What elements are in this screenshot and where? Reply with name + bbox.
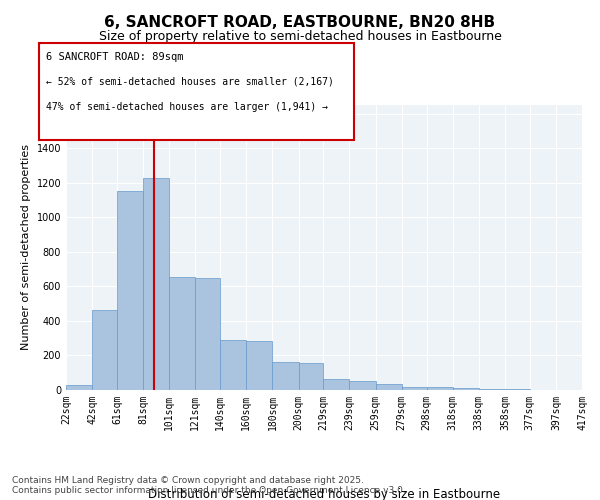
Bar [427,388,452,390]
Text: ← 52% of semi-detached houses are smaller (2,167): ← 52% of semi-detached houses are smalle… [46,76,334,86]
Bar [169,277,196,390]
Bar [402,386,427,390]
Bar [92,310,117,390]
Text: 47% of semi-detached houses are larger (1,941) →: 47% of semi-detached houses are larger (… [46,102,328,112]
X-axis label: Distribution of semi-detached houses by size in Eastbourne: Distribution of semi-detached houses by … [148,488,500,500]
Bar [479,389,505,390]
Bar [272,362,299,390]
Text: 6 SANCROFT ROAD: 89sqm: 6 SANCROFT ROAD: 89sqm [46,52,184,62]
Bar [196,278,220,390]
Text: Size of property relative to semi-detached houses in Eastbourne: Size of property relative to semi-detach… [98,30,502,43]
Text: 6, SANCROFT ROAD, EASTBOURNE, BN20 8HB: 6, SANCROFT ROAD, EASTBOURNE, BN20 8HB [104,15,496,30]
Bar [349,380,376,390]
Bar [220,340,246,390]
Bar [323,379,349,390]
Y-axis label: Number of semi-detached properties: Number of semi-detached properties [21,144,31,350]
Bar [299,363,323,390]
Bar [66,385,92,390]
Bar [246,341,272,390]
Bar [452,388,479,390]
Text: Contains HM Land Registry data © Crown copyright and database right 2025.
Contai: Contains HM Land Registry data © Crown c… [12,476,406,495]
Bar [117,192,143,390]
Bar [143,178,169,390]
Bar [376,384,402,390]
